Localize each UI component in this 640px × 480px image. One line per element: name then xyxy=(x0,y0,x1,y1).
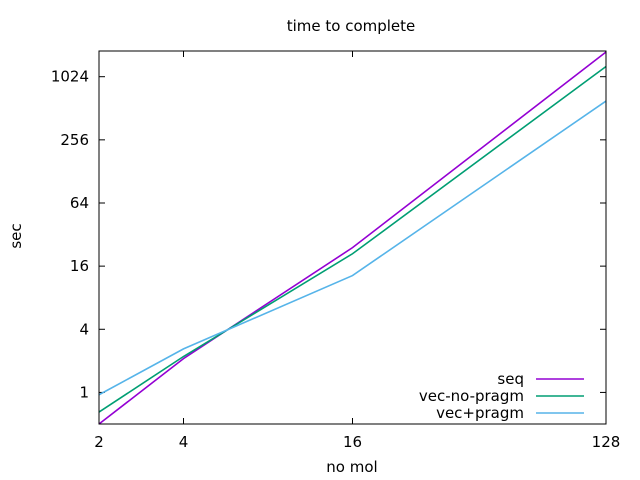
y-tick-label: 1024 xyxy=(51,68,89,86)
y-tick-label: 256 xyxy=(60,131,89,149)
series-line-vec-no-pragm xyxy=(98,65,607,413)
y-tick-label: 64 xyxy=(70,194,89,212)
y-tick-label: 16 xyxy=(70,257,89,275)
x-tick-label: 16 xyxy=(343,433,362,451)
y-axis-label: sec xyxy=(7,223,25,248)
x-tick-label: 128 xyxy=(592,433,621,451)
y-tick-label: 1 xyxy=(79,383,89,401)
x-tick-label: 2 xyxy=(94,433,104,451)
x-axis-label: no mol xyxy=(326,458,377,476)
series-line-seq xyxy=(98,51,607,425)
plot-frame xyxy=(98,50,607,425)
series-lines xyxy=(98,51,607,425)
y-tick-label: 4 xyxy=(79,320,89,338)
legend-label: vec-no-pragm xyxy=(419,387,524,405)
series-line-vec-pragm xyxy=(98,100,607,396)
legend-label: vec+pragm xyxy=(436,404,524,422)
chart-title: time to complete xyxy=(287,17,416,35)
legend-label: seq xyxy=(497,370,524,388)
x-tick-label: 4 xyxy=(179,433,189,451)
axis-ticks: 2 4 16 128 1 4 16 64 256 1024 xyxy=(51,51,621,451)
